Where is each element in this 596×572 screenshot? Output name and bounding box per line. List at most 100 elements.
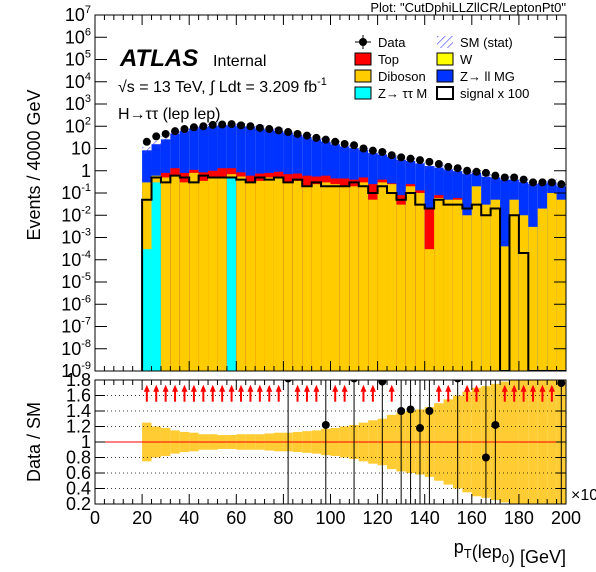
legend-swatch [354, 86, 372, 100]
data-point [463, 166, 472, 175]
signal-histogram [141, 174, 566, 371]
ratio-y-axis-title: Data / SM [24, 402, 44, 482]
y-tick-label: 1 [81, 161, 91, 181]
stack-bar-diboson [160, 177, 171, 371]
data-point [293, 129, 302, 138]
ratio-arrow-head [303, 384, 310, 392]
ratio-point [397, 407, 406, 415]
stack-bar-diboson [217, 177, 227, 371]
stack-bar-diboson [396, 204, 406, 371]
ratio-point [378, 380, 387, 386]
x-tick-label: 40 [179, 508, 199, 528]
x-tick-label: 80 [273, 508, 293, 528]
legend-label: Z→ ll MG [460, 69, 515, 84]
stack-bar-diboson [321, 182, 331, 371]
ratio-panel: 0.20.40.60.811.21.41.61.8 0 20 40 60 80 100 12… [66, 370, 581, 528]
legend-label: SM (stat) [460, 35, 513, 50]
channel-label: H→ττ (lep lep) [118, 106, 220, 123]
legend-entry: Z→ ll MG [436, 69, 515, 84]
stack-bar-diboson [170, 175, 180, 371]
legend-label: W [460, 52, 473, 67]
ratio-arrow-head [511, 384, 518, 392]
ratio-arrow-head [530, 384, 537, 392]
stack-bar-z-m [142, 249, 152, 371]
stack-bar-diboson [255, 180, 265, 371]
data-points [142, 120, 566, 189]
y-tick-label: 10-3 [61, 227, 91, 248]
ratio-arrow-head [388, 384, 395, 392]
x-tick-label: 180 [504, 508, 534, 528]
stack-bar-diboson [208, 177, 218, 371]
ratio-point [425, 407, 434, 415]
data-point [529, 178, 538, 187]
data-point [500, 173, 509, 182]
stack-bar-z-m [151, 182, 161, 371]
ratio-arrow-head [341, 384, 348, 392]
legend: Data SM (stat) Top W Diboson Z→ ll MG Z→ ττ M s… [354, 35, 529, 101]
stack-bar-diboson [443, 199, 453, 371]
stack-bar-diboson [302, 186, 312, 371]
ratio-y-tick-label: 1.6 [66, 386, 91, 406]
ratio-arrow-head [435, 384, 442, 392]
legend-entry: W [436, 52, 473, 67]
legend-swatch [354, 52, 372, 66]
legend-entry: signal x 100 [436, 86, 529, 101]
stack-bar-diboson [273, 177, 284, 371]
ratio-arrow-head [200, 384, 207, 392]
stack-bar-diboson [537, 208, 548, 371]
data-point [274, 126, 283, 135]
legend-swatch [436, 52, 454, 66]
plot-tag: Plot: "CutDphiLLZllCR/LeptonPt0" [370, 0, 566, 15]
stack-bar-diboson [481, 204, 491, 371]
x-axis-title: pT(lep0) [GeV] [454, 537, 566, 567]
y-tick-label: 107 [65, 4, 91, 25]
ratio-arrow-head [313, 384, 320, 392]
ratio-arrow-head [209, 384, 216, 392]
y-tick-label: 103 [65, 93, 91, 114]
ratio-arrow-head [228, 384, 235, 392]
ratio-y-tick-label: 1.4 [66, 401, 91, 421]
legend-entry: Z→ ττ M [354, 86, 427, 101]
ratio-point [453, 380, 462, 383]
ratio-point [284, 380, 292, 383]
data-point [472, 167, 481, 176]
ratio-content [143, 380, 566, 504]
data-point [547, 178, 556, 187]
data-point [312, 133, 321, 142]
legend-label: Top [378, 52, 399, 67]
data-point [321, 135, 330, 144]
stack-bar-diboson [434, 197, 444, 371]
legend-marker [359, 38, 367, 46]
ratio-arrow-head [294, 384, 301, 392]
legend-swatch [437, 36, 453, 48]
ratio-point [321, 420, 330, 429]
ratio-arrow-head [256, 384, 263, 392]
data-point [510, 173, 519, 182]
data-point [218, 120, 227, 129]
data-point [302, 131, 311, 140]
ratio-arrow-head [181, 384, 188, 392]
stack-bar-diboson [264, 177, 274, 371]
data-point [378, 147, 387, 156]
data-point [227, 120, 236, 129]
legend-label: Z→ ττ M [378, 86, 427, 101]
data-point [284, 128, 293, 137]
stack-bar-diboson [245, 182, 256, 371]
main-stack-bars [142, 125, 566, 371]
ratio-point [406, 405, 415, 414]
y-tick-label: 105 [65, 49, 91, 70]
legend-entry: Data [355, 35, 406, 50]
energy-lumi: √s = 13 TeV, ∫ Ldt = 3.209 fb-1 [118, 76, 327, 96]
y-tick-label: 102 [65, 115, 91, 136]
data-point [481, 168, 490, 177]
data-point [199, 122, 208, 131]
legend-label: Diboson [378, 69, 426, 84]
x-tick-label: 20 [132, 508, 152, 528]
x-tick-label: 140 [410, 508, 440, 528]
stack-bar-diboson [462, 215, 472, 371]
stack-bar-diboson [339, 186, 350, 371]
data-point [359, 144, 368, 153]
x-tick-label: 160 [457, 508, 487, 528]
